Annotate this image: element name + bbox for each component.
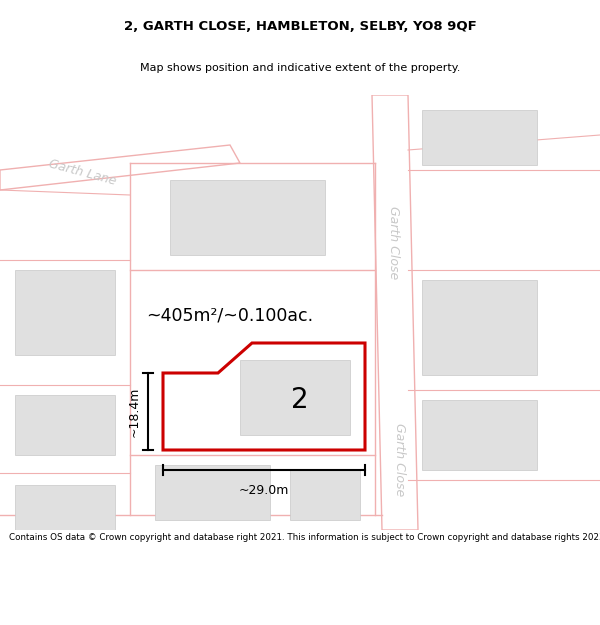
Text: Garth Lane: Garth Lane — [47, 158, 117, 188]
Text: Map shows position and indicative extent of the property.: Map shows position and indicative extent… — [140, 63, 460, 73]
Bar — [15, 485, 115, 545]
Bar — [422, 400, 537, 470]
Bar — [15, 270, 115, 355]
Text: Garth Close: Garth Close — [386, 206, 400, 279]
Polygon shape — [372, 95, 418, 530]
Text: Garth Close: Garth Close — [394, 423, 407, 497]
Bar — [240, 360, 350, 435]
Bar — [170, 180, 325, 255]
Bar — [422, 280, 537, 375]
Bar — [422, 110, 537, 165]
Bar — [155, 465, 270, 520]
Text: ~405m²/~0.100ac.: ~405m²/~0.100ac. — [146, 306, 314, 324]
Text: ~18.4m: ~18.4m — [128, 386, 140, 437]
Text: 2, GARTH CLOSE, HAMBLETON, SELBY, YO8 9QF: 2, GARTH CLOSE, HAMBLETON, SELBY, YO8 9Q… — [124, 20, 476, 33]
Bar — [15, 395, 115, 455]
Text: 2: 2 — [291, 386, 309, 414]
Text: ~29.0m: ~29.0m — [239, 484, 289, 497]
Polygon shape — [0, 145, 240, 190]
Bar — [290, 470, 360, 520]
Text: Contains OS data © Crown copyright and database right 2021. This information is : Contains OS data © Crown copyright and d… — [9, 533, 600, 542]
